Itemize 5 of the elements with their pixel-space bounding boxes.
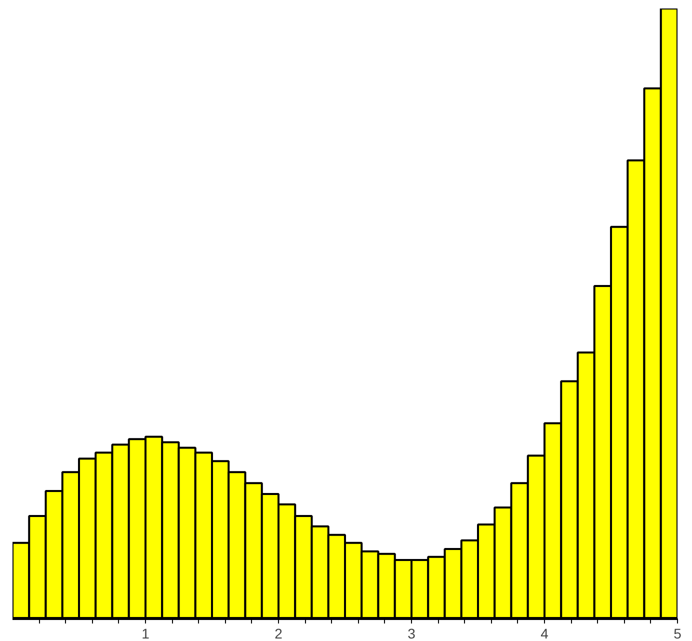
x-tick-label: 3	[408, 626, 416, 641]
x-tick-label: 5	[674, 626, 682, 641]
x-tick-label: 1	[142, 626, 150, 641]
x-tick-label: 4	[540, 626, 549, 641]
x-tick-label: 2	[274, 626, 283, 641]
